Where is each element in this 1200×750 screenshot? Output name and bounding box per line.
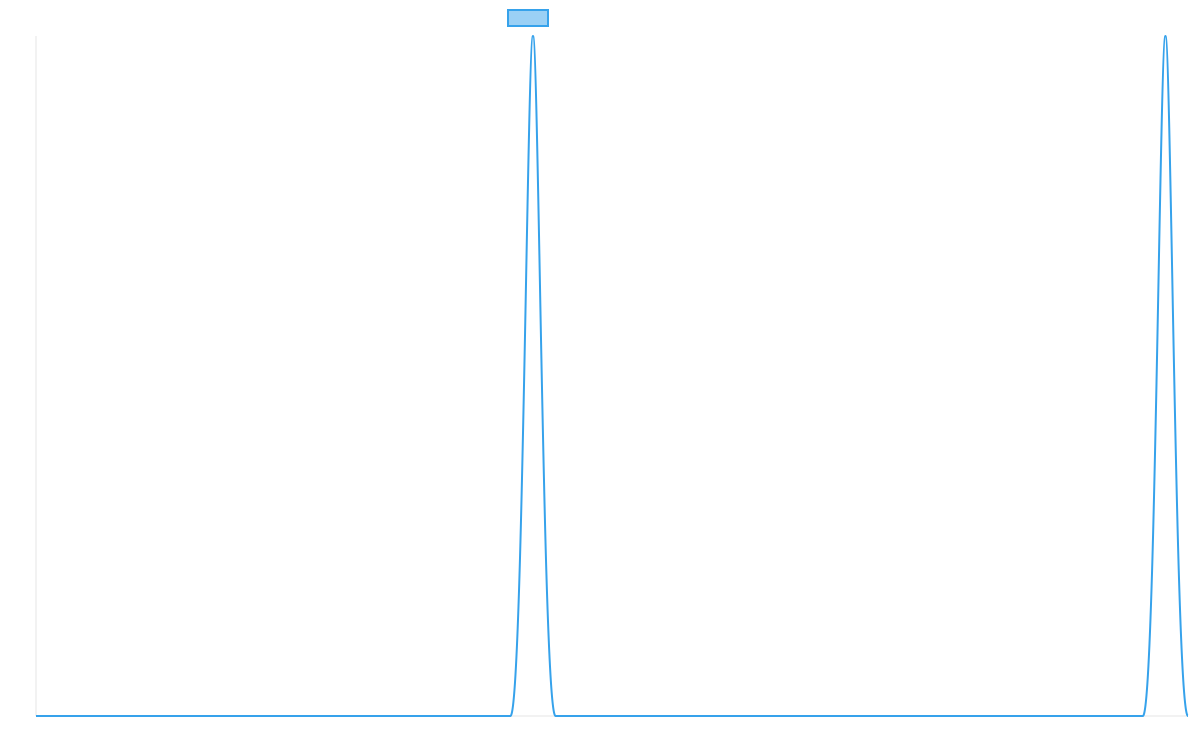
legend[interactable]	[507, 9, 549, 27]
series-layer	[36, 34, 1189, 717]
legend-swatch-0[interactable]	[507, 9, 549, 27]
chart-axes	[35, 36, 1188, 717]
series-line-0	[36, 34, 1189, 717]
